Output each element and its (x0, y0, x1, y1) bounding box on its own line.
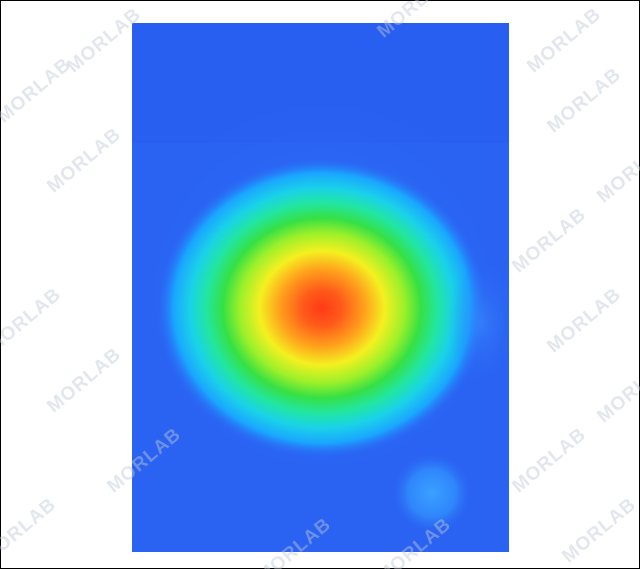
heatmap-hotspot (157, 158, 487, 458)
heatmap-secondary-spot (392, 453, 472, 533)
heatmap-panel (132, 23, 509, 552)
heatmap-edge-glow (447, 263, 509, 383)
heatmap-canvas (132, 23, 509, 552)
